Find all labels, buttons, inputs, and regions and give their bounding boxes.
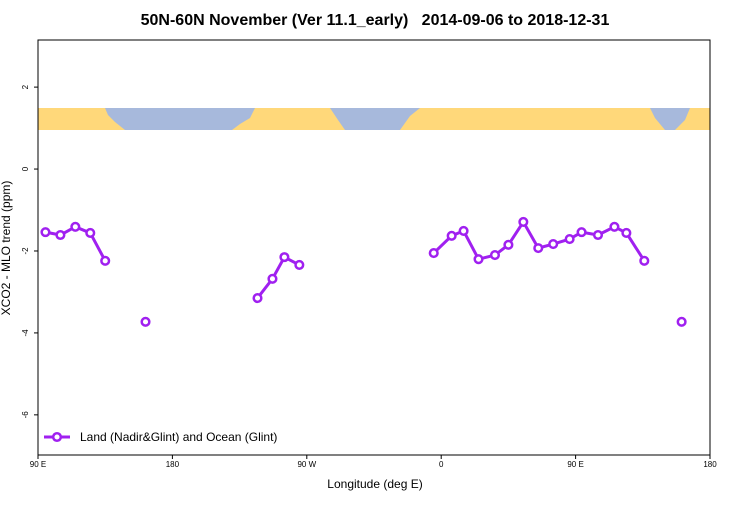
legend-marker [51,431,63,443]
chart-title: 50N-60N November (Ver 11.1_early) 2014-0… [141,12,610,29]
point [548,238,559,250]
point [446,230,457,241]
point [639,255,650,266]
y-tick-label: 0 [21,166,30,171]
point [279,252,290,263]
point [533,243,544,254]
point [70,221,81,232]
y-tick-label: 2 [21,84,30,89]
point [85,227,96,239]
y-axis-label: XCO2 - MLO trend (ppm) [0,181,13,316]
point [592,229,604,241]
plot-frame [37,39,711,456]
point [609,221,620,232]
point [518,216,529,227]
map-band [38,108,710,130]
x-tick-label: 90 E [567,460,583,469]
x-tick-label: 180 [166,460,180,469]
point [576,227,587,238]
x-tick-label: 90 E [30,460,46,469]
point [564,234,575,245]
point [40,227,51,238]
point [473,254,484,265]
point [294,259,305,270]
point [267,273,278,284]
line [256,255,301,300]
point [428,247,439,259]
x-axis-label: Longitude (deg E) [327,477,422,491]
y-tick-label: -4 [21,329,30,337]
x-tick-label: 90 W [297,460,316,469]
x-tick-label: 0 [439,460,444,469]
y-tick-label: -2 [21,247,30,255]
point [140,316,151,327]
point [55,229,66,241]
point [621,227,632,239]
line [45,225,107,262]
point [252,293,263,304]
point [489,250,501,261]
x-tick-label: 180 [703,460,717,469]
point [100,255,111,266]
legend-label: Land (Nadir&Glint) and Ocean (Glint) [80,430,277,444]
point [503,239,514,250]
y-tick-label: -6 [21,411,30,419]
point [458,225,469,236]
point [676,316,687,327]
